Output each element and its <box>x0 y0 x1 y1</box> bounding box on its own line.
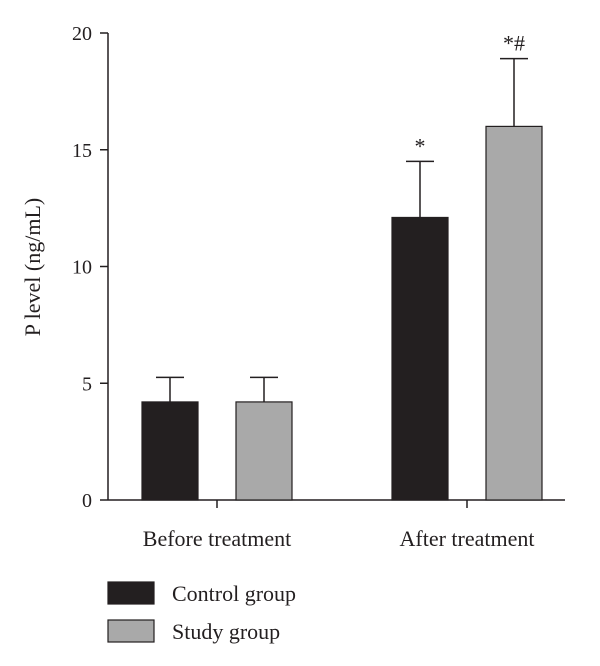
plot-area: 0 5 10 15 20 Before treatment After treatment *… <box>72 23 565 551</box>
bar-study-group <box>235 401 293 501</box>
legend-label: Study group <box>172 619 280 644</box>
significance-label: * <box>415 133 426 158</box>
y-tick-label: 10 <box>72 257 92 279</box>
bar-control-group <box>391 216 449 501</box>
y-tick-label: 15 <box>72 140 92 162</box>
y-axis-title: P level (ng/mL) <box>20 198 45 337</box>
legend-label: Control group <box>172 581 296 606</box>
y-tick-label: 20 <box>72 23 92 45</box>
x-tick-label: Before treatment <box>143 526 291 551</box>
legend-swatch <box>107 581 155 605</box>
legend: Control group Study group <box>107 581 296 644</box>
bar-control-group <box>141 401 199 501</box>
bar-study-group <box>485 125 543 501</box>
x-tick-label: After treatment <box>400 526 535 551</box>
y-tick-label: 5 <box>82 373 92 395</box>
legend-swatch <box>107 619 155 643</box>
y-tick-label: 0 <box>82 490 92 512</box>
significance-label: *# <box>503 31 525 56</box>
